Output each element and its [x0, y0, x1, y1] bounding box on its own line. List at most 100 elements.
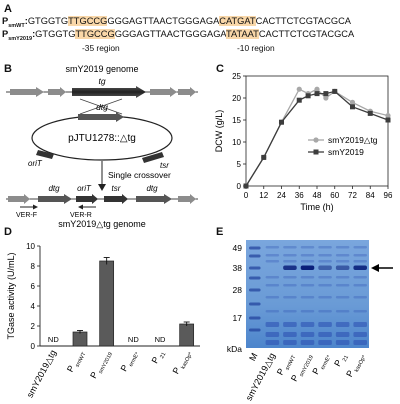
data-point [385, 117, 391, 123]
panel-b-letter: B [4, 63, 12, 75]
bar [72, 331, 88, 347]
category-label: P smY2019 [88, 348, 114, 381]
ladder-band [249, 276, 261, 280]
dtg-gene-arrow [38, 194, 72, 204]
protein-band [283, 340, 297, 345]
protein-band [335, 322, 350, 327]
protein-band [318, 340, 332, 345]
panel-a-letter: A [4, 3, 12, 15]
dtg-label: dtg [146, 184, 158, 193]
protein-band [318, 284, 332, 287]
ladder-band [249, 316, 261, 320]
protein-band [283, 332, 297, 337]
orit-label: oriT [28, 159, 43, 168]
tgase-bar-chart: TGase activity (U/mL) 0 2 4 6 8 10 ND ND ND smY… [6, 242, 200, 399]
protein-band [353, 310, 367, 313]
protein-band [265, 276, 280, 279]
protein-band [353, 284, 367, 287]
y-tick-label: 5 [237, 160, 242, 169]
minus10-region-label: -10 region [237, 43, 275, 53]
y-tick-label: 4 [31, 302, 36, 311]
protein-band [265, 254, 280, 257]
data-point [305, 93, 311, 99]
data-point [296, 97, 302, 103]
protein-band [265, 332, 280, 337]
protein-band [353, 322, 367, 327]
category-label: P smWT [65, 348, 88, 375]
protein-band [300, 254, 315, 257]
lane-label: P ermE* [310, 350, 333, 377]
gene-arrow [10, 87, 44, 97]
protein-band [335, 310, 350, 313]
data-point [261, 154, 267, 160]
protein-band [265, 284, 280, 287]
protein-band [265, 296, 280, 299]
protein-band [353, 254, 367, 257]
tg-gene-label: tg [98, 76, 105, 86]
nd-label: ND [48, 335, 59, 344]
marker-label: kDa [227, 344, 242, 354]
tsr-label: tsr [112, 184, 121, 193]
promoter-label: PsmWT: [2, 16, 28, 29]
bar [99, 260, 115, 347]
protein-band [283, 296, 297, 299]
protein-band [318, 310, 332, 313]
protein-band [353, 332, 367, 337]
y-tick-label: 8 [31, 262, 36, 271]
y-tick-label: 0 [31, 342, 36, 351]
minus10-box: CATGAT [219, 16, 256, 26]
protein-band [318, 322, 332, 327]
data-point [323, 95, 329, 101]
genome-bottom-label: smY2019△tg genome [58, 219, 145, 229]
protein-band [335, 246, 350, 249]
gene-arrow [150, 87, 177, 97]
protein-band [335, 254, 350, 257]
protein-band [283, 254, 297, 257]
protein-band [300, 322, 315, 327]
genome-top-label: smY2019 genome [65, 64, 138, 74]
tsr-label: tsr [160, 161, 169, 170]
promoter-label: PsmY2019: [2, 29, 36, 42]
tgase-band [283, 265, 297, 270]
protein-band [353, 260, 367, 263]
protein-band [335, 340, 350, 345]
tgase-band [300, 265, 315, 270]
data-point [279, 119, 284, 125]
protein-band [318, 296, 332, 299]
legend-label: smY2019 [328, 147, 364, 157]
data-point [296, 86, 302, 92]
gene-arrow [178, 87, 196, 97]
plasmid-name: pJTU1278::△tg [68, 133, 136, 144]
protein-band [318, 246, 332, 249]
protein-band [300, 340, 315, 345]
minus35-region-label: -35 region [82, 43, 120, 53]
protein-band [335, 276, 350, 279]
gel-background [246, 240, 369, 348]
protein-band [318, 332, 332, 337]
data-point [243, 183, 249, 189]
y-tick-label: 10 [232, 138, 241, 147]
minus35-box: TTGCCG [68, 16, 108, 26]
protein-band [265, 246, 280, 249]
dtg-gene-arrow [136, 194, 172, 204]
ladder-band [249, 254, 261, 258]
ladder-band [249, 266, 261, 270]
protein-band [283, 322, 297, 327]
ver-r-label: VER-R [70, 212, 92, 219]
protein-band [300, 260, 315, 263]
protein-band [300, 332, 315, 337]
y-tick-label: 6 [31, 282, 36, 291]
legend-marker [313, 149, 319, 155]
orit-label: oriT [77, 184, 92, 193]
protein-band [353, 340, 367, 345]
lane-label: P smWT [275, 351, 298, 378]
data-point [332, 88, 338, 94]
x-tick-label: 96 [384, 191, 393, 200]
x-tick-label: 24 [277, 191, 286, 200]
y-tick-label: 10 [26, 242, 35, 251]
data-point [314, 91, 320, 97]
y-axis-label: DCW (g/L) [214, 110, 224, 153]
data-point [349, 99, 356, 105]
protein-band [283, 310, 297, 313]
